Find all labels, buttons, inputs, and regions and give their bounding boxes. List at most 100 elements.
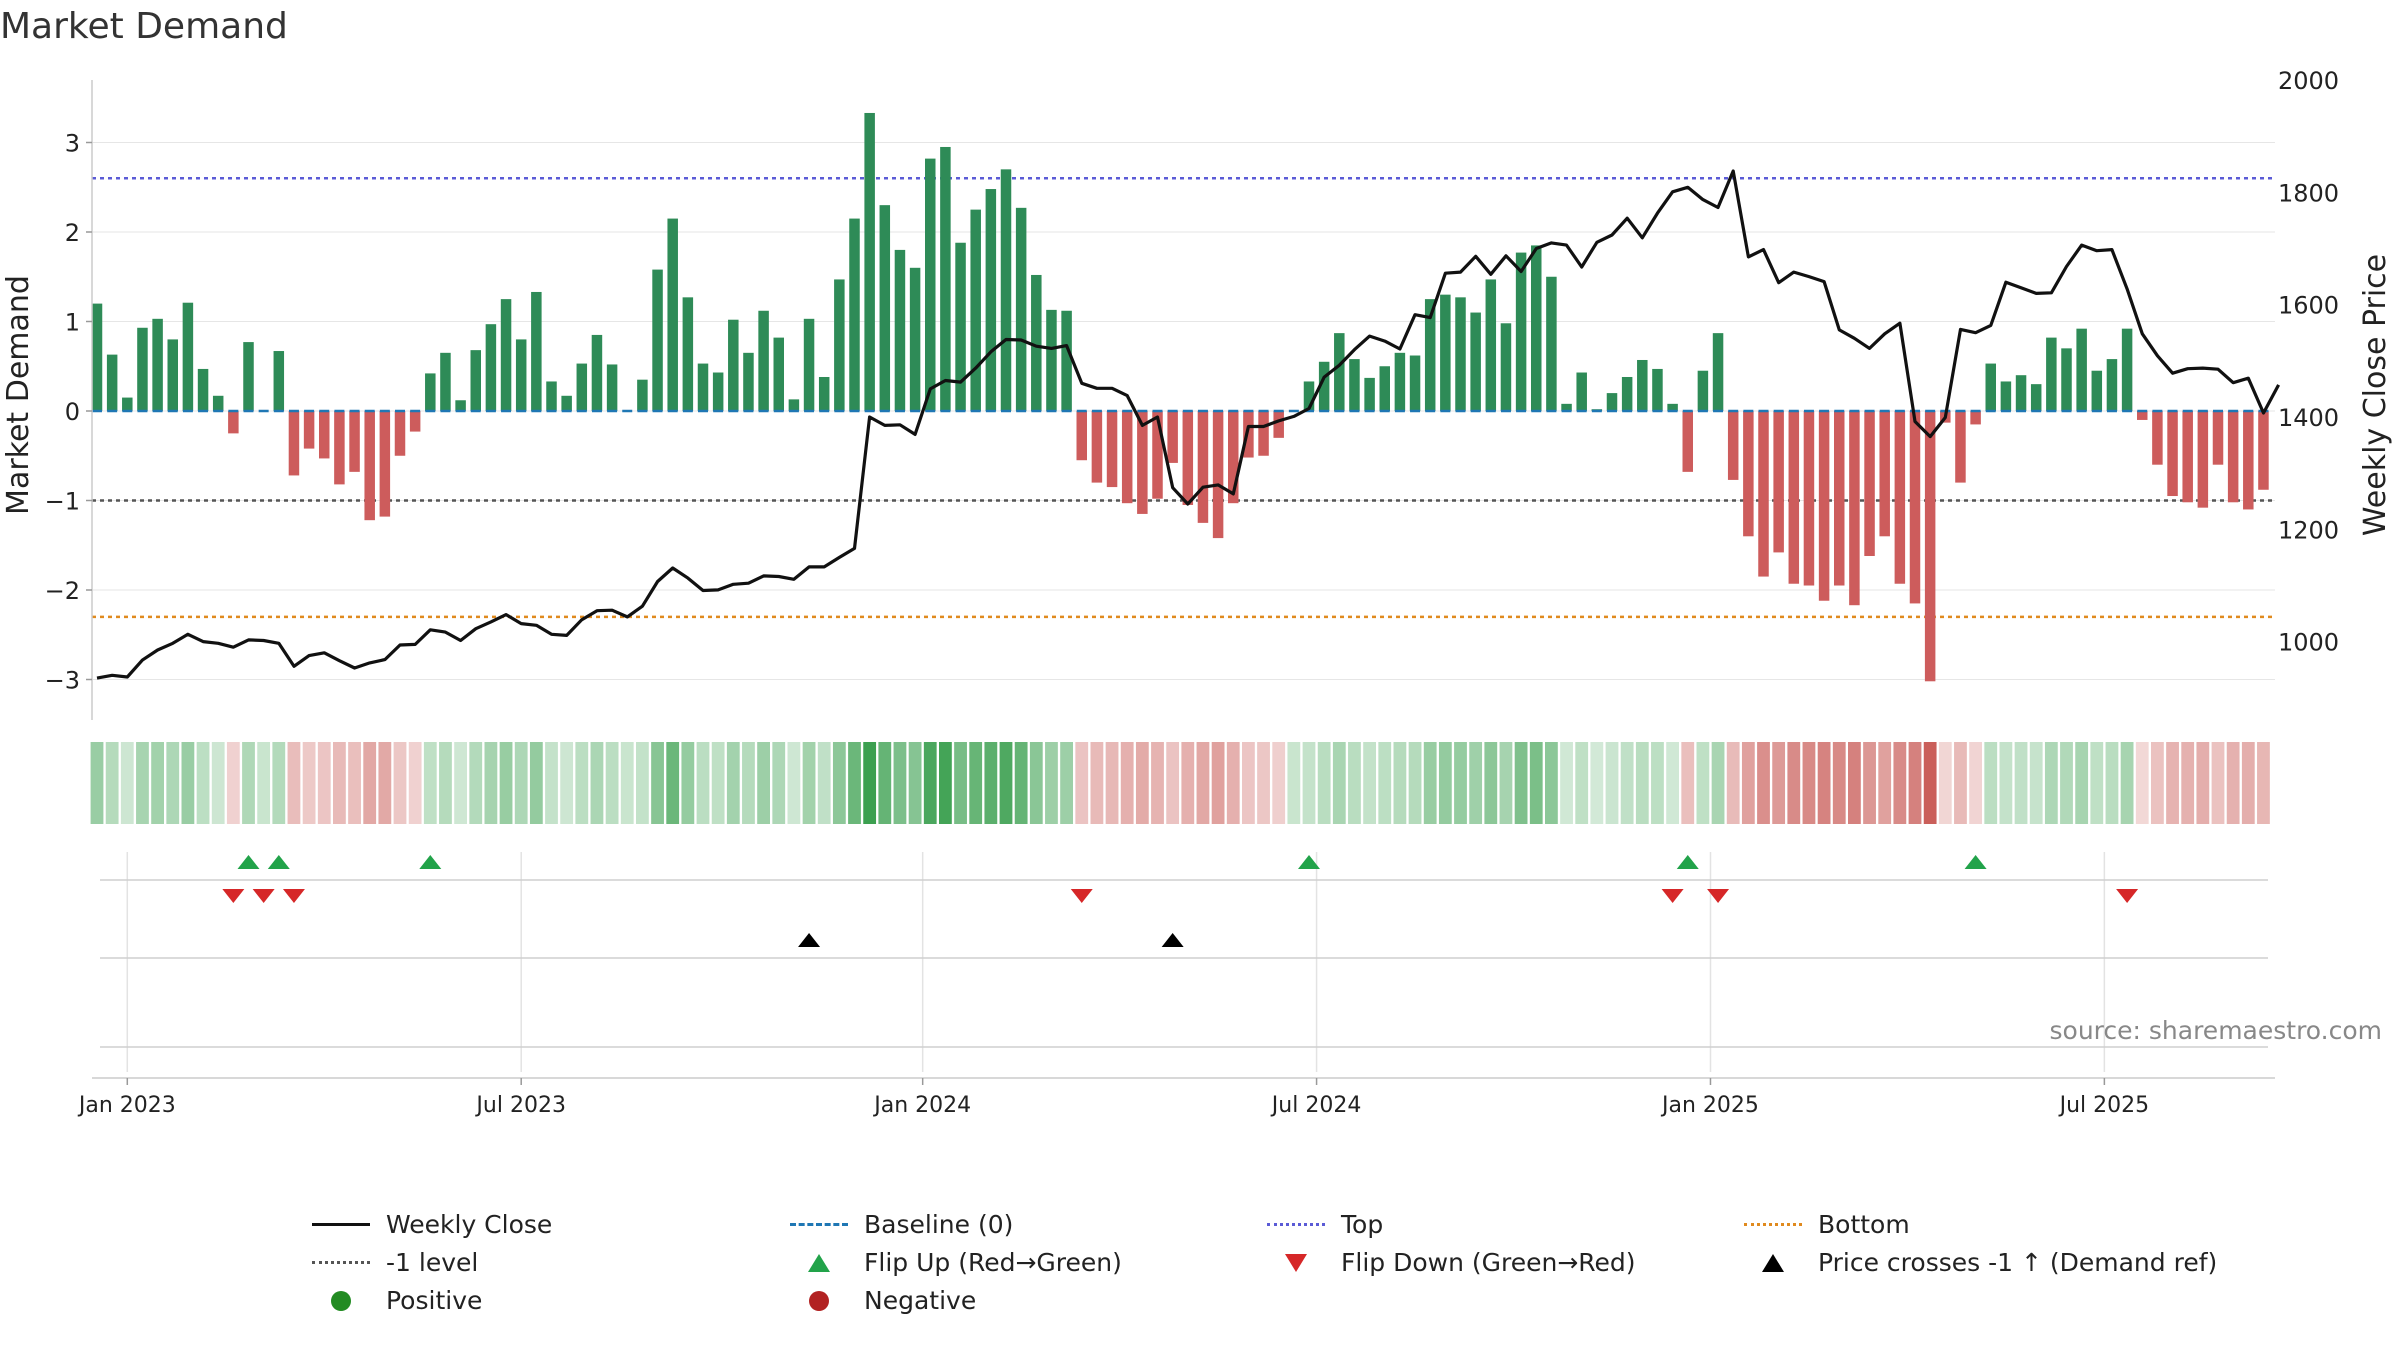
demand-bar xyxy=(1985,363,1996,411)
strip-cell xyxy=(105,742,119,824)
strip-cell xyxy=(1045,742,1058,824)
demand-bar xyxy=(1894,411,1906,584)
demand-bar xyxy=(182,302,194,411)
demand-bar xyxy=(1046,309,1057,411)
grid-layer xyxy=(92,142,2275,1072)
demand-bar xyxy=(1788,411,1800,584)
demand-bar xyxy=(1243,411,1254,458)
demand-bar xyxy=(1152,411,1163,499)
strip-cell xyxy=(166,742,180,824)
demand-bar xyxy=(1500,323,1512,411)
strip-cell xyxy=(2241,742,2255,824)
strip-cell xyxy=(454,742,467,824)
demand-bar xyxy=(91,303,103,411)
strip-cell xyxy=(545,742,558,824)
demand-bar xyxy=(1773,411,1784,553)
legend-weekly-close: Weekly Close xyxy=(310,1210,552,1239)
strip-cell xyxy=(2257,742,2270,824)
demand-bar xyxy=(1455,297,1466,411)
demand-bar xyxy=(1727,411,1739,480)
y2-tick-label: 1400 xyxy=(2278,404,2339,432)
strip-cell xyxy=(923,742,937,824)
demand-bar xyxy=(1758,411,1769,577)
strip-cell xyxy=(1438,742,1452,824)
demand-bar xyxy=(394,411,406,456)
demand-bar xyxy=(1697,370,1709,411)
flip-down-marker xyxy=(2116,889,2139,903)
strip-cell xyxy=(2105,742,2119,824)
strip-cell xyxy=(439,742,452,824)
strip-cell xyxy=(1575,742,1589,824)
demand-bar xyxy=(879,205,891,411)
strip-cell xyxy=(1514,742,1528,824)
flip-up-marker xyxy=(1964,855,1987,869)
demand-bar xyxy=(2243,411,2254,510)
dashed-line-swatch-icon xyxy=(790,1223,848,1226)
price-cross-marker xyxy=(1161,933,1184,947)
demand-bar xyxy=(1606,393,1618,411)
strip-cell xyxy=(529,742,543,824)
dotted-line-swatch-icon xyxy=(312,1261,370,1264)
y2-axis-label: Weekly Close Price xyxy=(2358,254,2393,536)
strip-cell xyxy=(2226,742,2240,824)
demand-bar xyxy=(2061,348,2072,411)
axes: 3 2 1 0 −1 −2 −3 2000 1800 1600 1400 1200 1000 Market… xyxy=(1,67,2393,1118)
strip-cell xyxy=(1317,742,1331,824)
demand-bar xyxy=(561,395,572,411)
strip-cell xyxy=(257,742,271,824)
price-line-layer xyxy=(96,169,2281,680)
demand-bar xyxy=(728,319,739,411)
strip-cell xyxy=(1060,742,1073,824)
demand-bar xyxy=(1531,245,1542,411)
strip-cell xyxy=(2060,742,2073,824)
flip-down-marker xyxy=(282,889,305,903)
demand-bar xyxy=(1258,411,1269,456)
strip-cell xyxy=(1287,742,1301,824)
demand-bar xyxy=(440,352,451,411)
demand-heat-strip xyxy=(90,742,2270,824)
strip-cell xyxy=(802,742,816,824)
demand-bar xyxy=(1349,359,1360,411)
strip-cell xyxy=(757,742,770,824)
demand-bar xyxy=(349,411,360,472)
demand-bar xyxy=(1924,411,1936,682)
demand-bar xyxy=(1485,279,1497,411)
strip-cell xyxy=(2166,742,2179,824)
x-tick-label: Jul 2024 xyxy=(1270,1093,1362,1118)
strip-cell xyxy=(1196,742,1210,824)
market-demand-chart: 3 2 1 0 −1 −2 −3 2000 1800 1600 1400 1200 1000 Market… xyxy=(1,67,2393,1118)
strip-cell xyxy=(878,742,892,824)
strip-cell xyxy=(1151,742,1164,824)
strip-cell xyxy=(1166,742,1180,824)
demand-bar xyxy=(576,363,588,411)
demand-bar xyxy=(1803,411,1815,586)
demand-bar xyxy=(1394,352,1406,411)
demand-bar xyxy=(167,339,178,411)
demand-bar xyxy=(1076,411,1087,461)
strip-cell xyxy=(151,742,164,824)
demand-bar xyxy=(1424,299,1436,411)
demand-bar xyxy=(1652,368,1663,411)
strip-cell xyxy=(590,742,604,824)
strip-cell xyxy=(954,742,967,824)
strip-cell xyxy=(772,742,786,824)
demand-bar xyxy=(1334,333,1345,411)
strip-cell xyxy=(636,742,649,824)
demand-bar xyxy=(1182,411,1194,505)
strip-cell xyxy=(1029,742,1043,824)
y2-tick-label: 1200 xyxy=(2278,516,2339,544)
demand-bar xyxy=(1470,312,1481,411)
demand-bar xyxy=(1743,411,1754,537)
strip-cell xyxy=(908,742,922,824)
demand-bar xyxy=(834,279,845,411)
y-tick-label: 3 xyxy=(65,130,80,158)
strip-cell xyxy=(2120,742,2134,824)
strip-cell xyxy=(423,742,437,824)
demand-bar xyxy=(1864,411,1875,556)
demand-bar xyxy=(122,397,133,411)
demand-bar xyxy=(652,269,663,411)
demand-bar xyxy=(197,368,209,411)
strip-cell xyxy=(726,742,740,824)
demand-bar xyxy=(818,376,830,411)
strip-cell xyxy=(317,742,331,824)
